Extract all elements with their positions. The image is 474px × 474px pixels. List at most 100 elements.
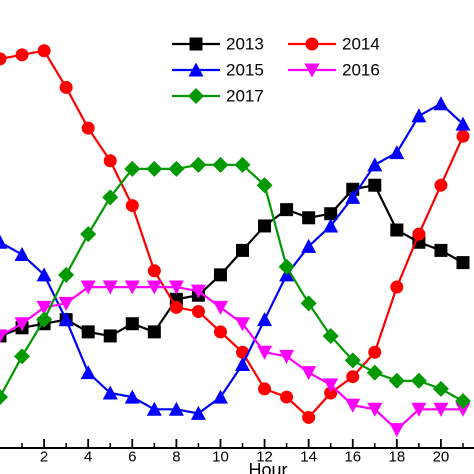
x-tick-label-20: 20 bbox=[433, 448, 450, 465]
data-point-2016-14 bbox=[301, 366, 317, 381]
data-point-2015-12 bbox=[257, 312, 273, 327]
series-line-2013 bbox=[0, 183, 464, 338]
data-point-2014-2 bbox=[37, 44, 51, 58]
axes-layer: 2 4 6 8 10 12 14 16 18 20 Hour bbox=[0, 439, 474, 474]
data-point-2016-0 bbox=[0, 329, 8, 344]
data-point-2015-3 bbox=[58, 312, 74, 327]
data-point-2014-18 bbox=[390, 280, 404, 294]
legend-entry-2013: 2013 bbox=[172, 35, 264, 54]
data-point-2014-15 bbox=[324, 386, 338, 400]
data-point-2016-20 bbox=[433, 402, 449, 417]
data-point-2013-7 bbox=[147, 325, 161, 339]
data-point-2014-8 bbox=[169, 300, 183, 314]
legend-marker-2015 bbox=[188, 62, 204, 77]
data-point-2015-8 bbox=[168, 401, 184, 416]
data-point-2017-15 bbox=[322, 327, 339, 344]
data-point-2014-7 bbox=[147, 264, 161, 278]
data-point-2016-2 bbox=[36, 300, 52, 315]
x-tick-label-16: 16 bbox=[344, 448, 361, 465]
data-point-2017-3 bbox=[58, 266, 75, 283]
data-point-2017-8 bbox=[168, 160, 185, 177]
data-point-2017-11 bbox=[234, 156, 251, 173]
series-2015 bbox=[0, 96, 471, 420]
data-point-2015-17 bbox=[367, 157, 383, 172]
data-point-2014-0 bbox=[0, 52, 7, 66]
series-line-2016 bbox=[0, 286, 463, 432]
legend-marker-2014 bbox=[305, 37, 319, 51]
data-point-2017-18 bbox=[388, 372, 405, 389]
legend-marker-2013 bbox=[189, 37, 203, 51]
data-point-2015-21 bbox=[455, 116, 471, 131]
data-point-2016-12 bbox=[257, 345, 273, 360]
data-point-2015-18 bbox=[389, 145, 405, 160]
data-point-2015-19 bbox=[411, 108, 427, 123]
data-point-2017-7 bbox=[146, 160, 163, 177]
legend-entry-2015: 2015 bbox=[172, 61, 264, 80]
legend-marker-2016 bbox=[304, 63, 320, 78]
data-point-2014-5 bbox=[103, 154, 117, 168]
data-point-2017-6 bbox=[124, 160, 141, 177]
data-point-2017-10 bbox=[212, 156, 229, 173]
data-point-2014-13 bbox=[280, 390, 294, 404]
data-point-2014-14 bbox=[302, 410, 316, 424]
legend-marker-2017 bbox=[188, 88, 204, 104]
data-point-2014-20 bbox=[434, 178, 448, 192]
data-point-2017-9 bbox=[190, 156, 207, 173]
data-point-2017-5 bbox=[102, 189, 119, 206]
data-point-2015-5 bbox=[102, 385, 118, 400]
data-point-2013-12 bbox=[258, 219, 272, 233]
data-point-2015-20 bbox=[433, 96, 449, 111]
data-point-2017-16 bbox=[344, 352, 361, 369]
data-point-2013-20 bbox=[434, 243, 448, 257]
data-point-2015-4 bbox=[80, 365, 96, 380]
x-axis-title: Hour bbox=[248, 460, 287, 474]
data-point-2014-21 bbox=[456, 129, 470, 143]
data-point-2016-5 bbox=[102, 280, 118, 295]
data-point-2014-1 bbox=[15, 48, 29, 62]
data-point-2013-13 bbox=[280, 203, 294, 217]
data-point-2016-21 bbox=[455, 402, 471, 417]
data-point-2014-12 bbox=[258, 382, 272, 396]
data-point-2013-18 bbox=[390, 223, 404, 237]
x-tick-label-18: 18 bbox=[388, 448, 405, 465]
series-2016 bbox=[0, 280, 471, 438]
x-tick-label-12: 12 bbox=[256, 448, 273, 465]
data-point-2013-6 bbox=[125, 317, 139, 331]
data-point-2016-7 bbox=[146, 280, 162, 295]
data-point-2016-1 bbox=[14, 317, 30, 332]
data-point-2014-17 bbox=[368, 345, 382, 359]
series-line-2015 bbox=[0, 102, 464, 415]
series-line-2017 bbox=[0, 163, 464, 403]
data-point-2017-13 bbox=[278, 258, 295, 275]
data-point-2016-18 bbox=[389, 423, 405, 438]
data-point-2014-9 bbox=[191, 305, 205, 319]
data-point-2016-13 bbox=[279, 349, 295, 364]
data-point-2016-9 bbox=[190, 284, 206, 299]
x-tick-label-8: 8 bbox=[172, 448, 180, 465]
data-point-2015-7 bbox=[146, 401, 162, 416]
x-tick-label-6: 6 bbox=[128, 448, 136, 465]
data-point-2014-19 bbox=[412, 227, 426, 241]
series-layer bbox=[0, 44, 471, 438]
data-point-2017-21 bbox=[454, 393, 471, 410]
data-point-2016-8 bbox=[168, 280, 184, 295]
data-point-2015-15 bbox=[323, 218, 339, 233]
data-point-2013-5 bbox=[103, 329, 117, 343]
series-2013 bbox=[0, 178, 470, 343]
data-point-2016-15 bbox=[323, 378, 339, 393]
data-point-2015-6 bbox=[124, 389, 140, 404]
data-point-2016-6 bbox=[124, 280, 140, 295]
data-point-2013-21 bbox=[456, 256, 470, 270]
data-point-2016-11 bbox=[235, 317, 251, 332]
legend-label-2015: 2015 bbox=[226, 61, 264, 80]
data-point-2014-4 bbox=[81, 121, 95, 135]
legend-entry-2017: 2017 bbox=[172, 87, 264, 106]
legend-label-2013: 2013 bbox=[226, 35, 264, 54]
data-point-2016-17 bbox=[367, 402, 383, 417]
data-point-2015-16 bbox=[345, 189, 361, 204]
data-point-2015-14 bbox=[301, 238, 317, 253]
series-line-2014 bbox=[0, 49, 465, 419]
data-point-2013-14 bbox=[302, 211, 316, 225]
x-tick-label-2: 2 bbox=[40, 448, 48, 465]
data-point-2017-0 bbox=[0, 389, 8, 406]
